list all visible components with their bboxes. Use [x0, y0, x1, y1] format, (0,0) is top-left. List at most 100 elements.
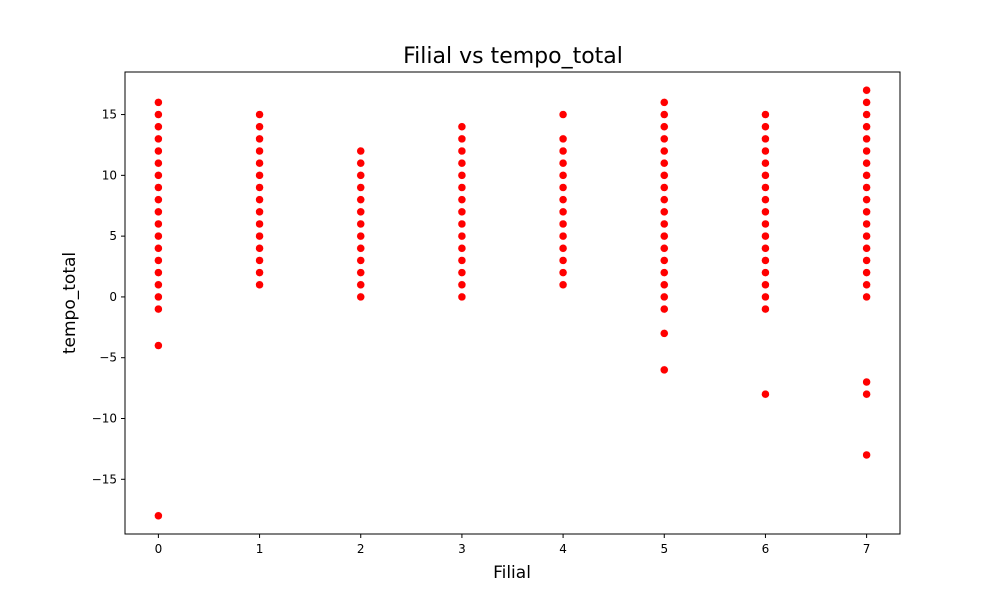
data-point [255, 134, 264, 144]
x-tick-label: 6 [762, 542, 770, 556]
data-point [356, 219, 365, 229]
data-point [457, 268, 467, 277]
y-tick-label: 10 [102, 168, 117, 182]
y-tick-label: −5 [99, 351, 117, 365]
data-point [660, 158, 669, 168]
data-point [761, 183, 770, 192]
data-point [154, 219, 163, 229]
data-point [154, 158, 163, 168]
data-point [255, 280, 264, 290]
data-point [154, 122, 163, 131]
data-point [761, 231, 770, 241]
x-axis: 0 1 2 3 4 5 6 7 [155, 534, 871, 556]
x-tick-label: 3 [458, 542, 466, 556]
data-point [660, 146, 669, 156]
data-point [660, 134, 669, 144]
data-point [154, 134, 163, 144]
data-point [558, 207, 568, 217]
data-point [660, 244, 669, 253]
data-point [761, 195, 770, 204]
x-axis-label: Filial [493, 563, 531, 583]
data-point [862, 244, 871, 253]
data-point [862, 292, 871, 302]
data-point [862, 377, 871, 387]
y-tick-label: −15 [92, 472, 117, 486]
data-point [761, 207, 770, 217]
data-point [457, 256, 467, 265]
data-point [761, 134, 770, 144]
data-point [558, 146, 568, 156]
data-point [457, 207, 467, 217]
data-point [255, 244, 264, 253]
data-point [255, 158, 264, 168]
data-point [457, 292, 467, 302]
data-point [558, 158, 568, 168]
data-point [660, 304, 669, 314]
data-point [356, 207, 365, 217]
data-point [862, 450, 871, 460]
data-point [255, 146, 264, 156]
data-point [862, 146, 871, 156]
data-point [660, 280, 669, 290]
data-point [660, 329, 669, 338]
data-point [356, 292, 365, 302]
data-point [660, 122, 669, 131]
data-point [154, 244, 163, 253]
data-point [255, 110, 264, 119]
data-point [558, 195, 568, 204]
data-point [862, 256, 871, 265]
data-point [761, 389, 770, 399]
data-point [862, 268, 871, 277]
data-point [558, 231, 568, 241]
data-point [761, 268, 770, 277]
data-point [862, 195, 871, 204]
data-point [356, 256, 365, 265]
data-point [154, 511, 163, 521]
data-point [154, 110, 163, 119]
y-axis-label: tempo_total [60, 252, 80, 354]
data-point [558, 256, 568, 265]
x-tick-label: 5 [660, 542, 668, 556]
data-point [862, 134, 871, 144]
data-point [154, 183, 163, 192]
data-point [862, 183, 871, 192]
data-point [154, 171, 163, 180]
data-point [154, 231, 163, 241]
y-tick-label: −10 [92, 412, 117, 426]
data-point [761, 110, 770, 119]
data-point [558, 268, 568, 277]
y-tick-label: 0 [109, 290, 117, 304]
data-point [154, 341, 163, 350]
data-point [457, 280, 467, 290]
data-point [862, 110, 871, 119]
data-point [558, 244, 568, 253]
data-point [660, 231, 669, 241]
x-tick-label: 0 [155, 542, 163, 556]
x-tick-label: 7 [863, 542, 871, 556]
data-point [660, 98, 669, 107]
data-point [862, 171, 871, 180]
data-point [761, 292, 770, 302]
data-point [356, 183, 365, 192]
data-point [255, 183, 264, 192]
data-point [255, 231, 264, 241]
data-point [660, 292, 669, 302]
chart-title: Filial vs tempo_total [403, 44, 623, 69]
data-point [457, 183, 467, 192]
data-point [154, 98, 163, 107]
data-point [761, 256, 770, 265]
data-point [154, 195, 163, 204]
data-point [356, 231, 365, 241]
data-point [862, 389, 871, 399]
data-point [255, 219, 264, 229]
plot-area-frame [124, 71, 901, 535]
data-point [356, 158, 365, 168]
data-point [558, 134, 568, 144]
data-point [660, 256, 669, 265]
data-point [457, 231, 467, 241]
data-point [457, 146, 467, 156]
data-point [154, 256, 163, 265]
data-point [862, 219, 871, 229]
